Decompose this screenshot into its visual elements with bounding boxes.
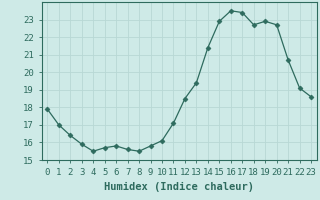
X-axis label: Humidex (Indice chaleur): Humidex (Indice chaleur) xyxy=(104,182,254,192)
